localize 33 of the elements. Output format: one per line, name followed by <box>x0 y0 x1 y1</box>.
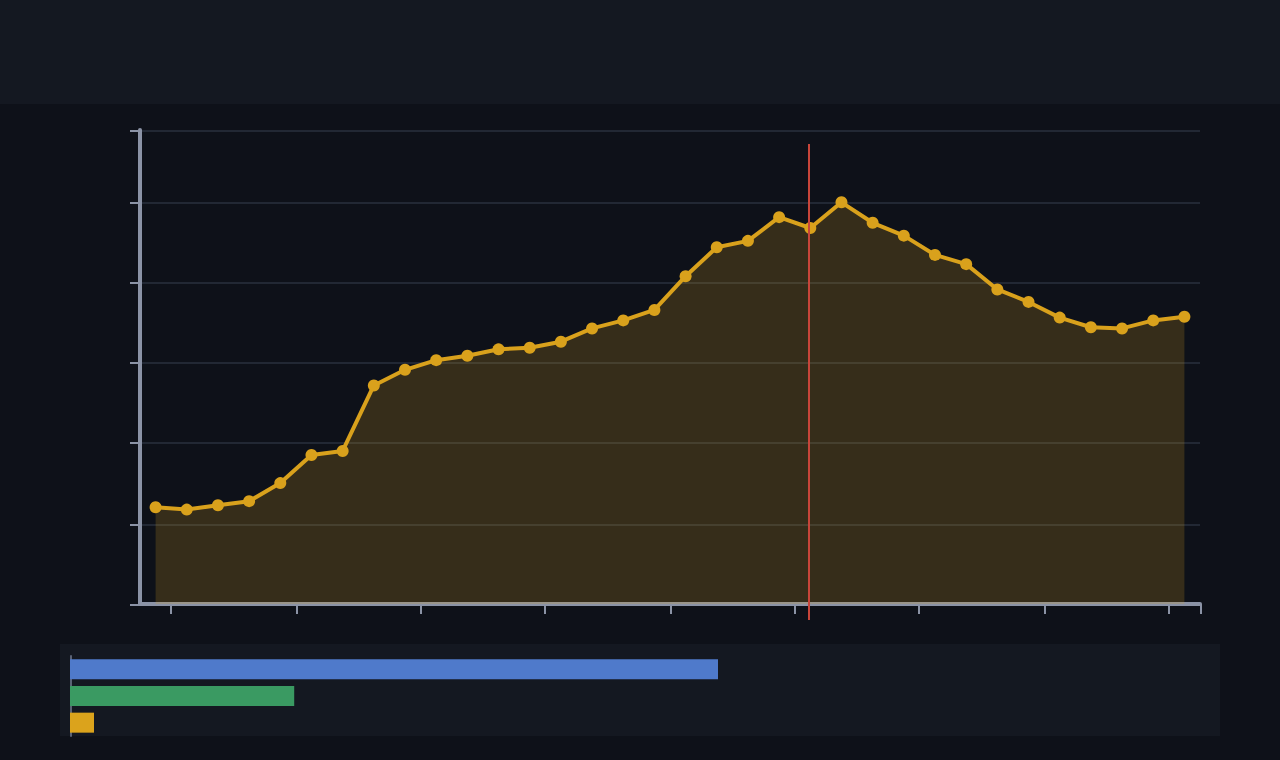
point <box>305 448 318 461</box>
point <box>586 322 599 335</box>
point <box>617 314 630 327</box>
point <box>960 258 973 271</box>
point <box>492 343 505 356</box>
point <box>1178 310 1191 323</box>
point <box>648 303 661 316</box>
point <box>1022 295 1035 308</box>
point <box>430 354 443 367</box>
point <box>835 196 848 209</box>
point <box>461 349 474 362</box>
point <box>554 335 567 348</box>
point <box>741 234 754 247</box>
point <box>929 248 941 261</box>
point <box>367 379 380 392</box>
point <box>991 283 1004 296</box>
point <box>211 499 224 512</box>
point <box>710 241 723 254</box>
point <box>523 341 536 354</box>
point <box>679 270 692 283</box>
point <box>274 477 287 490</box>
point <box>149 501 162 514</box>
point <box>1147 314 1160 327</box>
point <box>399 363 411 376</box>
point <box>243 495 256 508</box>
point <box>1116 322 1129 335</box>
point <box>1053 311 1066 324</box>
point <box>1084 321 1097 334</box>
point <box>897 229 910 242</box>
point <box>180 503 193 516</box>
point <box>773 211 786 224</box>
point <box>866 216 879 229</box>
point <box>336 444 349 457</box>
